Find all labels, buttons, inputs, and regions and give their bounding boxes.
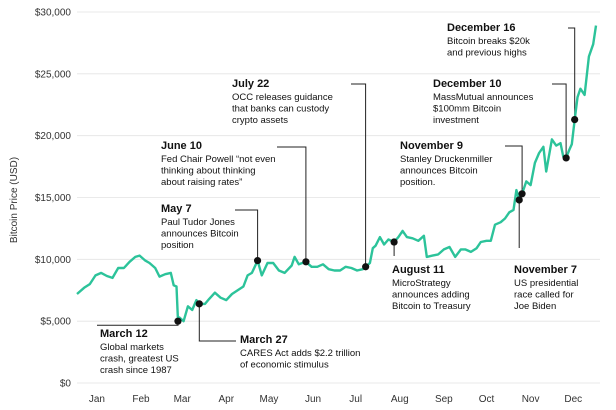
event-marker — [174, 317, 182, 325]
annotation-text-line: announces Bitcoin — [161, 229, 239, 240]
annotation-text-line: Paul Tudor Jones — [161, 217, 235, 228]
x-tick-label: Jul — [349, 394, 362, 405]
annotation-2020-11-09: November 9 Stanley Druckenmillerannounces… — [400, 140, 492, 188]
x-tick-label: Feb — [132, 394, 150, 405]
annotation-leader-line — [277, 146, 307, 262]
x-tick-label: Nov — [522, 394, 540, 405]
annotation-title: November 9 — [400, 140, 463, 152]
annotation-leader-line — [198, 303, 236, 342]
annotation-text-line: US presidential — [514, 278, 578, 289]
y-axis-ticks: $0 $5,000 $10,000 $15,000 $20,000 $25,000 $30,… — [35, 8, 72, 390]
x-tick-label: Apr — [219, 394, 235, 405]
gridlines — [77, 11, 600, 384]
y-tick-label: $20,000 — [35, 131, 72, 142]
event-marker — [195, 300, 203, 308]
annotation-title: December 16 — [447, 22, 516, 34]
annotation-text-line: race called for — [514, 290, 574, 301]
annotation-text-line: crash, greatest US — [100, 354, 179, 365]
annotation-leader-line — [552, 83, 567, 158]
y-tick-label: $0 — [60, 379, 72, 390]
annotation-title: June 10 — [161, 140, 202, 152]
annotation-text-line: crypto assets — [232, 115, 288, 126]
y-tick-label: $25,000 — [35, 69, 72, 80]
annotation-title: March 12 — [100, 328, 148, 340]
annotation-text-line: Bitcoin to Treasury — [392, 301, 471, 312]
y-tick-label: $5,000 — [40, 317, 71, 328]
event-marker — [571, 115, 579, 124]
annotation-text-line: Joe Biden — [514, 301, 556, 312]
x-tick-label: Sep — [435, 394, 453, 405]
annotation-text-line: position — [161, 240, 194, 251]
annotation-text-line: Bitcoin breaks $20k — [447, 36, 530, 47]
annotation-text-line: Fed Chair Powell “not even — [161, 154, 276, 165]
y-tick-label: $15,000 — [35, 193, 72, 204]
annotation-leader-line — [505, 145, 523, 194]
annotation-text-line: CARES Act adds $2.2 trillion — [240, 348, 360, 359]
y-tick-label: $10,000 — [35, 255, 72, 266]
annotation-title: May 7 — [161, 203, 192, 215]
annotation-title: December 10 — [433, 78, 502, 90]
y-tick-label: $30,000 — [35, 8, 72, 19]
event-marker — [515, 196, 523, 204]
annotation-leader-line — [235, 209, 259, 261]
annotation-text-line: MicroStrategy — [392, 278, 451, 289]
annotation-2020-12-10: December 10 MassMutual announces$100mm Bi… — [433, 78, 534, 126]
annotation-text-line: about raising rates” — [161, 177, 242, 188]
annotation-title: July 22 — [232, 78, 269, 90]
event-markers — [174, 115, 579, 325]
event-marker — [362, 263, 370, 271]
annotation-2020-06-10: June 10 Fed Chair Powell “not eventhinkin… — [161, 140, 276, 188]
annotation-title: August 11 — [392, 264, 445, 276]
x-tick-label: Aug — [391, 394, 409, 405]
annotation-leader-line — [97, 321, 179, 326]
annotation-leader-line — [568, 27, 576, 120]
annotation-text-line: crash since 1987 — [100, 365, 172, 376]
x-tick-label: Oct — [479, 394, 495, 405]
annotation-text-line: Stanley Druckenmiller — [400, 154, 492, 165]
annotation-text-line: investment — [433, 115, 479, 126]
event-marker — [518, 190, 526, 198]
annotation-text-line: MassMutual announces — [433, 92, 534, 103]
price-series-line — [76, 25, 598, 323]
x-tick-label: Jun — [305, 394, 321, 405]
annotation-title: November 7 — [514, 264, 577, 276]
annotation-leaders — [97, 27, 576, 342]
event-marker — [390, 238, 398, 246]
event-marker — [562, 154, 570, 162]
y-axis-label: Bitcoin Price (USD) — [9, 157, 20, 243]
annotation-text-line: $100mm Bitcoin — [433, 104, 501, 115]
annotation-text-line: and previous highs — [447, 48, 527, 59]
annotation-text-line: OCC releases guidance — [232, 92, 333, 103]
x-axis-ticks: Jan Feb Mar Apr May Jun Jul Aug Sep Oct Nov Dec — [89, 394, 582, 405]
x-tick-label: Dec — [564, 394, 582, 405]
annotation-title: March 27 — [240, 334, 288, 346]
annotation-text-line: position. — [400, 177, 435, 188]
annotation-text-line: announces adding — [392, 290, 470, 301]
annotation-text-line: of economic stimulus — [240, 360, 329, 371]
x-tick-label: Jan — [89, 394, 105, 405]
annotation-text-line: announces Bitcoin — [400, 166, 478, 177]
x-tick-label: May — [260, 394, 279, 405]
annotation-text-line: that banks can custody — [232, 104, 329, 115]
x-tick-label: Mar — [174, 394, 192, 405]
event-marker — [253, 256, 262, 265]
annotation-text-line: Global markets — [100, 342, 164, 353]
annotation-text-line: thinking about thinking — [161, 166, 256, 177]
event-marker — [302, 258, 310, 266]
annotation-leader-line — [351, 83, 367, 267]
